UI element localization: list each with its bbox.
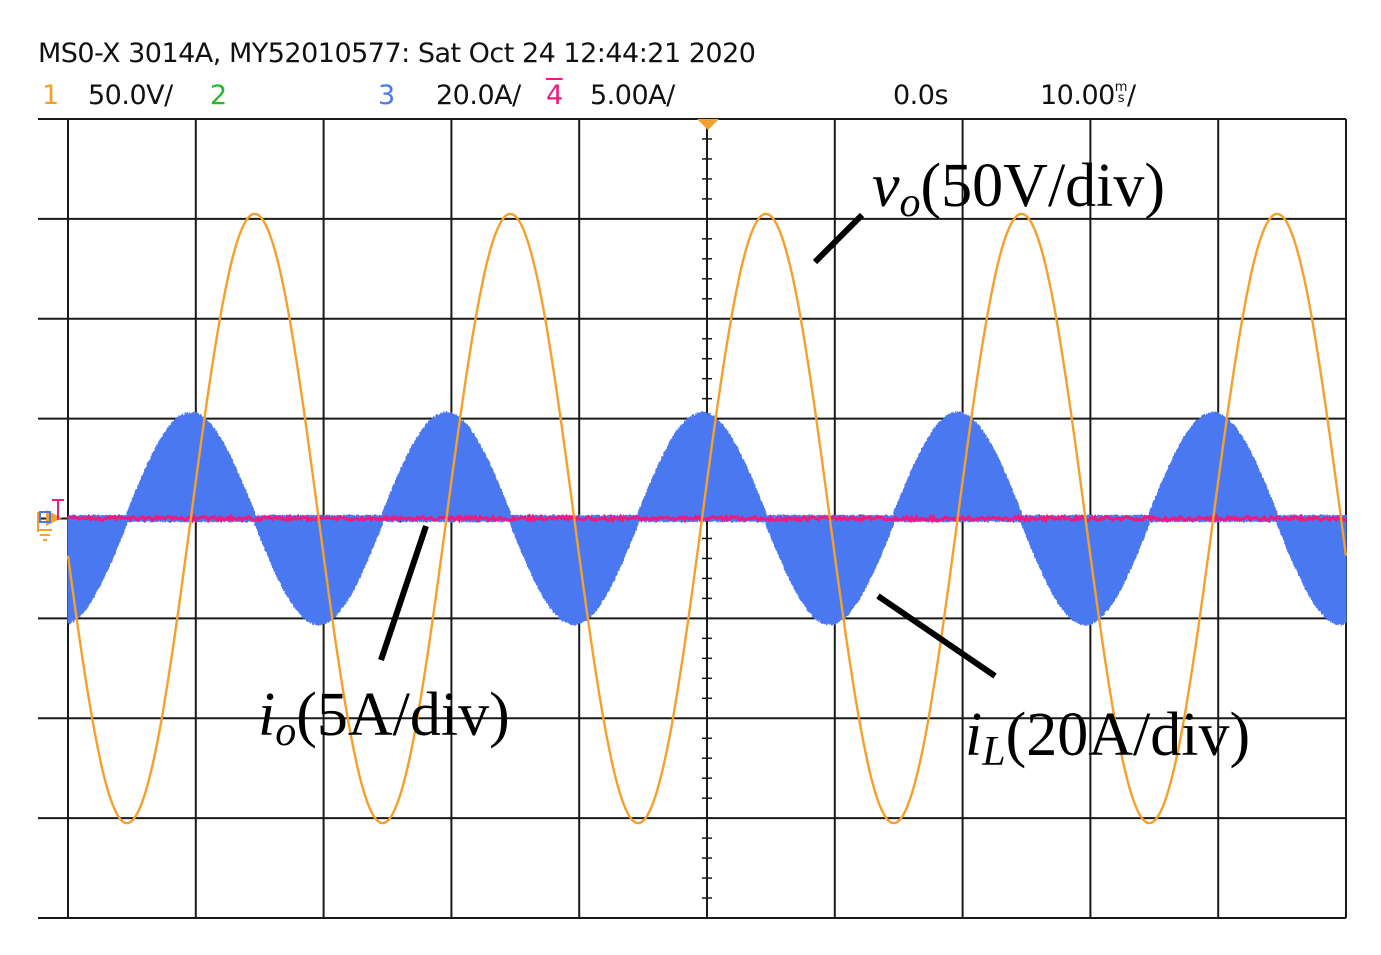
io-subscript: o (275, 709, 296, 755)
vo-symbol: v (872, 152, 900, 220)
io-scale-text: (5A/div) (296, 681, 510, 749)
channel-reference-markers[interactable] (38, 500, 64, 540)
vo-annotation: vo(50V/div) (872, 152, 1165, 226)
il-subscript: L (981, 729, 1005, 775)
io-annotation: io(5A/div) (258, 681, 510, 755)
io-leader-line (381, 526, 426, 660)
vo-scale-text: (50V/div) (921, 152, 1166, 220)
il-scale-text: (20A/div) (1006, 701, 1251, 769)
il-annotation: iL(20A/div) (965, 701, 1250, 775)
il-symbol: i (965, 701, 982, 769)
vo-leader-line (815, 215, 862, 262)
vo-subscript: o (900, 180, 921, 226)
io-symbol: i (258, 681, 275, 749)
trigger-position-marker[interactable] (697, 119, 719, 130)
